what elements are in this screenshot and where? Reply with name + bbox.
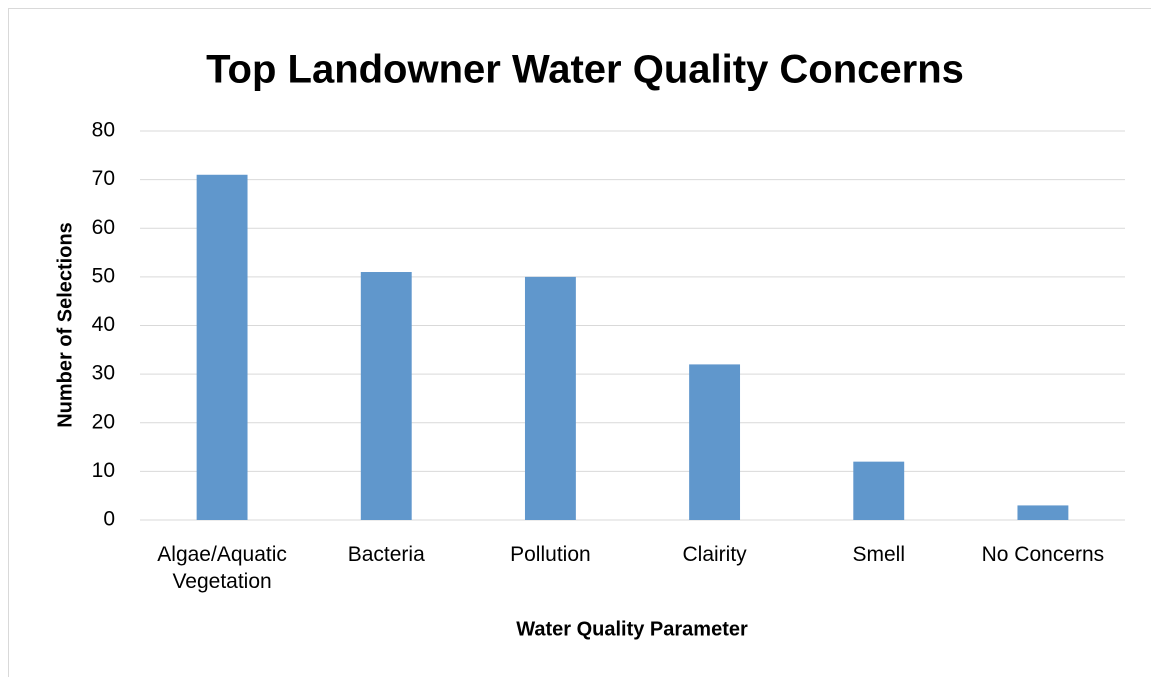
y-tick-label: 0 bbox=[103, 508, 115, 531]
x-tick-label: Pollution bbox=[510, 543, 591, 566]
bar bbox=[853, 461, 905, 520]
y-tick-label: 40 bbox=[92, 313, 115, 336]
bar bbox=[689, 364, 741, 520]
x-axis-title: Water Quality Parameter bbox=[516, 618, 748, 640]
bar bbox=[360, 272, 412, 520]
bar bbox=[1017, 505, 1069, 520]
x-tick-label: Algae/Aquatic Vegetation bbox=[157, 543, 287, 593]
y-tick-label: 10 bbox=[92, 459, 115, 482]
y-tick-label: 80 bbox=[92, 119, 115, 142]
y-tick-label: 30 bbox=[92, 362, 115, 385]
chart-title: Top Landowner Water Quality Concerns bbox=[206, 48, 964, 92]
x-tick-label: Bacteria bbox=[347, 543, 425, 566]
y-tick-label: 60 bbox=[92, 216, 115, 239]
y-tick-label: 70 bbox=[92, 167, 115, 190]
y-axis-title: Number of Selections bbox=[54, 222, 76, 428]
x-tick-label: Smell bbox=[852, 543, 905, 566]
y-tick-label: 50 bbox=[92, 264, 115, 287]
y-tick-label: 20 bbox=[92, 410, 115, 433]
chart-frame bbox=[8, 8, 1151, 677]
bar bbox=[524, 276, 576, 520]
x-tick-label: Clairity bbox=[682, 543, 747, 566]
bar bbox=[196, 174, 248, 520]
x-tick-label: No Concerns bbox=[981, 543, 1105, 566]
